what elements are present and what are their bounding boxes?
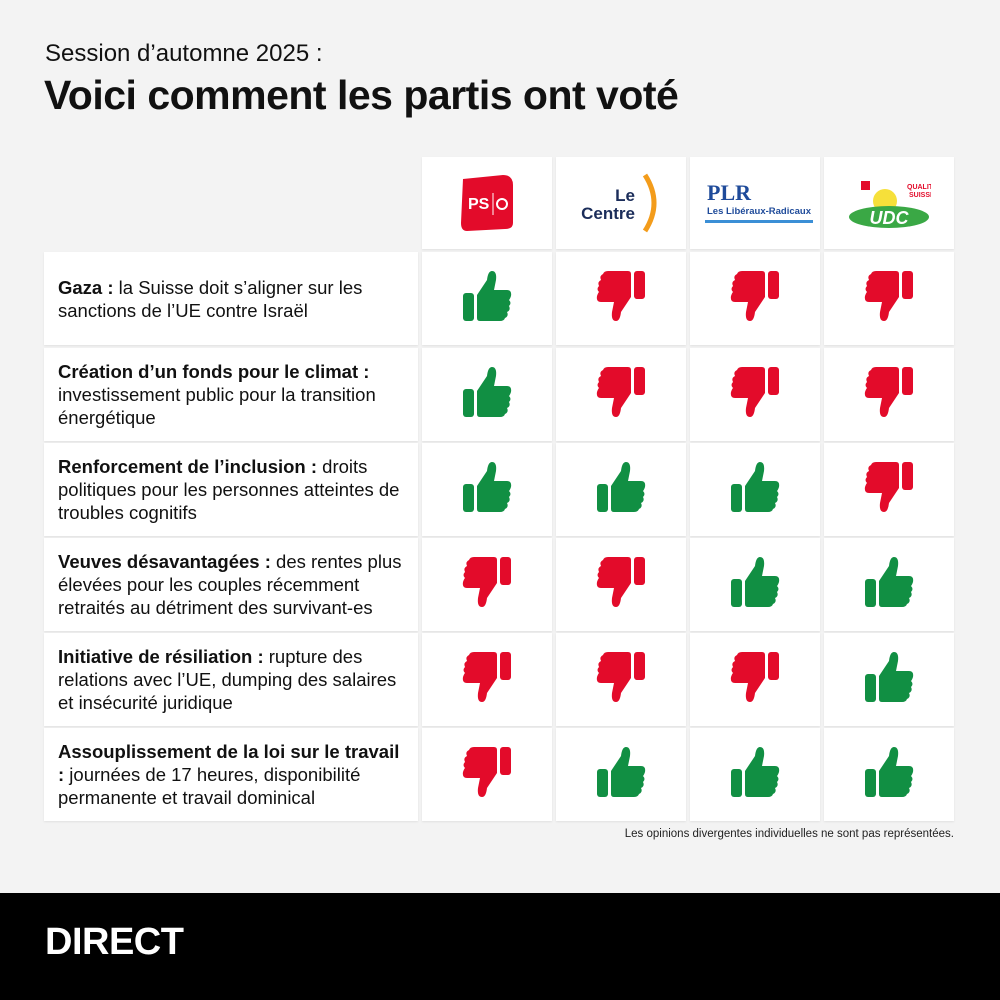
motion-title: Veuves désavantagées : (58, 551, 271, 572)
thumbs-down-icon (864, 364, 914, 425)
vote-le-centre (556, 348, 686, 441)
motion-label: Initiative de résiliation : rupture des … (44, 633, 418, 726)
brand-logo: DIRECT (45, 921, 184, 963)
table-row: Veuves désavantagées : des rentes plus é… (44, 538, 954, 631)
thumbs-up-icon (462, 364, 512, 425)
thumbs-down-icon (596, 554, 646, 615)
vote-udc (824, 538, 954, 631)
vote-plr (690, 633, 820, 726)
vote-ps (422, 348, 552, 441)
logo-plr: PLR Les Libéraux-Radicaux (690, 157, 820, 249)
vote-le-centre (556, 443, 686, 536)
svg-text:SUISSE: SUISSE (909, 192, 931, 199)
motion-description: droits politiques pour les personnes att… (58, 456, 400, 523)
svg-text:Centre: Centre (581, 204, 635, 223)
thumbs-down-icon (730, 649, 780, 710)
motion-title: Initiative de résiliation : (58, 646, 264, 667)
vote-udc (824, 443, 954, 536)
vote-plr (690, 348, 820, 441)
svg-text:Le: Le (615, 186, 635, 205)
table-row: Gaza : la Suisse doit s’aligner sur les … (44, 252, 954, 345)
vote-plr (690, 728, 820, 821)
motion-title: Renforcement de l’inclusion : (58, 456, 318, 477)
thumbs-down-icon (730, 268, 780, 329)
motion-label: Création d’un fonds pour le climat : inv… (44, 348, 418, 441)
thumbs-down-icon (596, 268, 646, 329)
motion-title: Gaza : (58, 276, 114, 298)
vote-plr (690, 443, 820, 536)
vote-ps (422, 633, 552, 726)
motion-description: journées de 17 heures, disponibilité per… (58, 764, 361, 808)
motion-title: Assouplissement de la loi sur le travail… (58, 741, 400, 785)
svg-text:QUALITÉ: QUALITÉ (907, 182, 931, 191)
subtitle: Session d’automne 2025 : (45, 40, 323, 67)
thumbs-up-icon (730, 744, 780, 805)
svg-text:Les Libéraux-Radicaux: Les Libéraux-Radicaux (707, 206, 812, 217)
thumbs-up-icon (462, 459, 512, 520)
thumbs-up-icon (730, 459, 780, 520)
svg-text:UDC: UDC (870, 208, 910, 228)
thumbs-up-icon (730, 554, 780, 615)
motion-description: rupture des relations avec l’UE, dumping… (58, 646, 397, 713)
thumbs-down-icon (462, 744, 512, 805)
vote-ps (422, 443, 552, 536)
table-row: Renforcement de l’inclusion : droits pol… (44, 443, 954, 536)
logo-le-centre: Le Centre (556, 157, 686, 249)
motion-title: Création d’un fonds pour le climat : (58, 361, 370, 382)
footnote: Les opinions divergentes individuelles n… (624, 828, 954, 840)
thumbs-down-icon (596, 364, 646, 425)
motion-label: Assouplissement de la loi sur le travail… (44, 728, 418, 821)
vote-le-centre (556, 728, 686, 821)
vote-le-centre (556, 633, 686, 726)
vote-udc (824, 633, 954, 726)
svg-text:PS: PS (468, 196, 490, 213)
page-title: Voici comment les partis ont voté (44, 72, 679, 118)
logo-udc: QUALITÉSUISSE UDC (824, 157, 954, 249)
table-row: Initiative de résiliation : rupture des … (44, 633, 954, 726)
thumbs-down-icon (730, 364, 780, 425)
table-row: Création d’un fonds pour le climat : inv… (44, 348, 954, 441)
thumbs-up-icon (596, 744, 646, 805)
thumbs-down-icon (864, 268, 914, 329)
vote-udc (824, 348, 954, 441)
thumbs-down-icon (462, 554, 512, 615)
motion-description: investissement public pour la transition… (58, 384, 376, 428)
footer: DIRECT (0, 893, 1000, 1000)
vote-le-centre (556, 252, 686, 345)
table-row: Assouplissement de la loi sur le travail… (44, 728, 954, 821)
thumbs-up-icon (596, 459, 646, 520)
vote-plr (690, 252, 820, 345)
svg-text:PLR: PLR (707, 180, 752, 205)
thumbs-up-icon (864, 744, 914, 805)
vote-udc (824, 252, 954, 345)
motion-label: Veuves désavantagées : des rentes plus é… (44, 538, 418, 631)
thumbs-down-icon (462, 649, 512, 710)
thumbs-down-icon (596, 649, 646, 710)
motion-label: Renforcement de l’inclusion : droits pol… (44, 443, 418, 536)
logo-ps: PS (422, 157, 552, 249)
vote-udc (824, 728, 954, 821)
thumbs-up-icon (864, 554, 914, 615)
motion-description: la Suisse doit s’aligner sur les sanctio… (58, 276, 363, 321)
vote-ps (422, 538, 552, 631)
motion-description: des rentes plus élevées pour les couples… (58, 551, 402, 618)
thumbs-up-icon (462, 268, 512, 329)
vote-ps (422, 252, 552, 345)
vote-le-centre (556, 538, 686, 631)
vote-plr (690, 538, 820, 631)
thumbs-down-icon (864, 459, 914, 520)
thumbs-up-icon (864, 649, 914, 710)
vote-ps (422, 728, 552, 821)
motion-label: Gaza : la Suisse doit s’aligner sur les … (44, 252, 418, 345)
